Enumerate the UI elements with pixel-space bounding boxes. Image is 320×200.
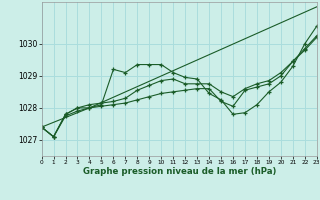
X-axis label: Graphe pression niveau de la mer (hPa): Graphe pression niveau de la mer (hPa) bbox=[83, 167, 276, 176]
